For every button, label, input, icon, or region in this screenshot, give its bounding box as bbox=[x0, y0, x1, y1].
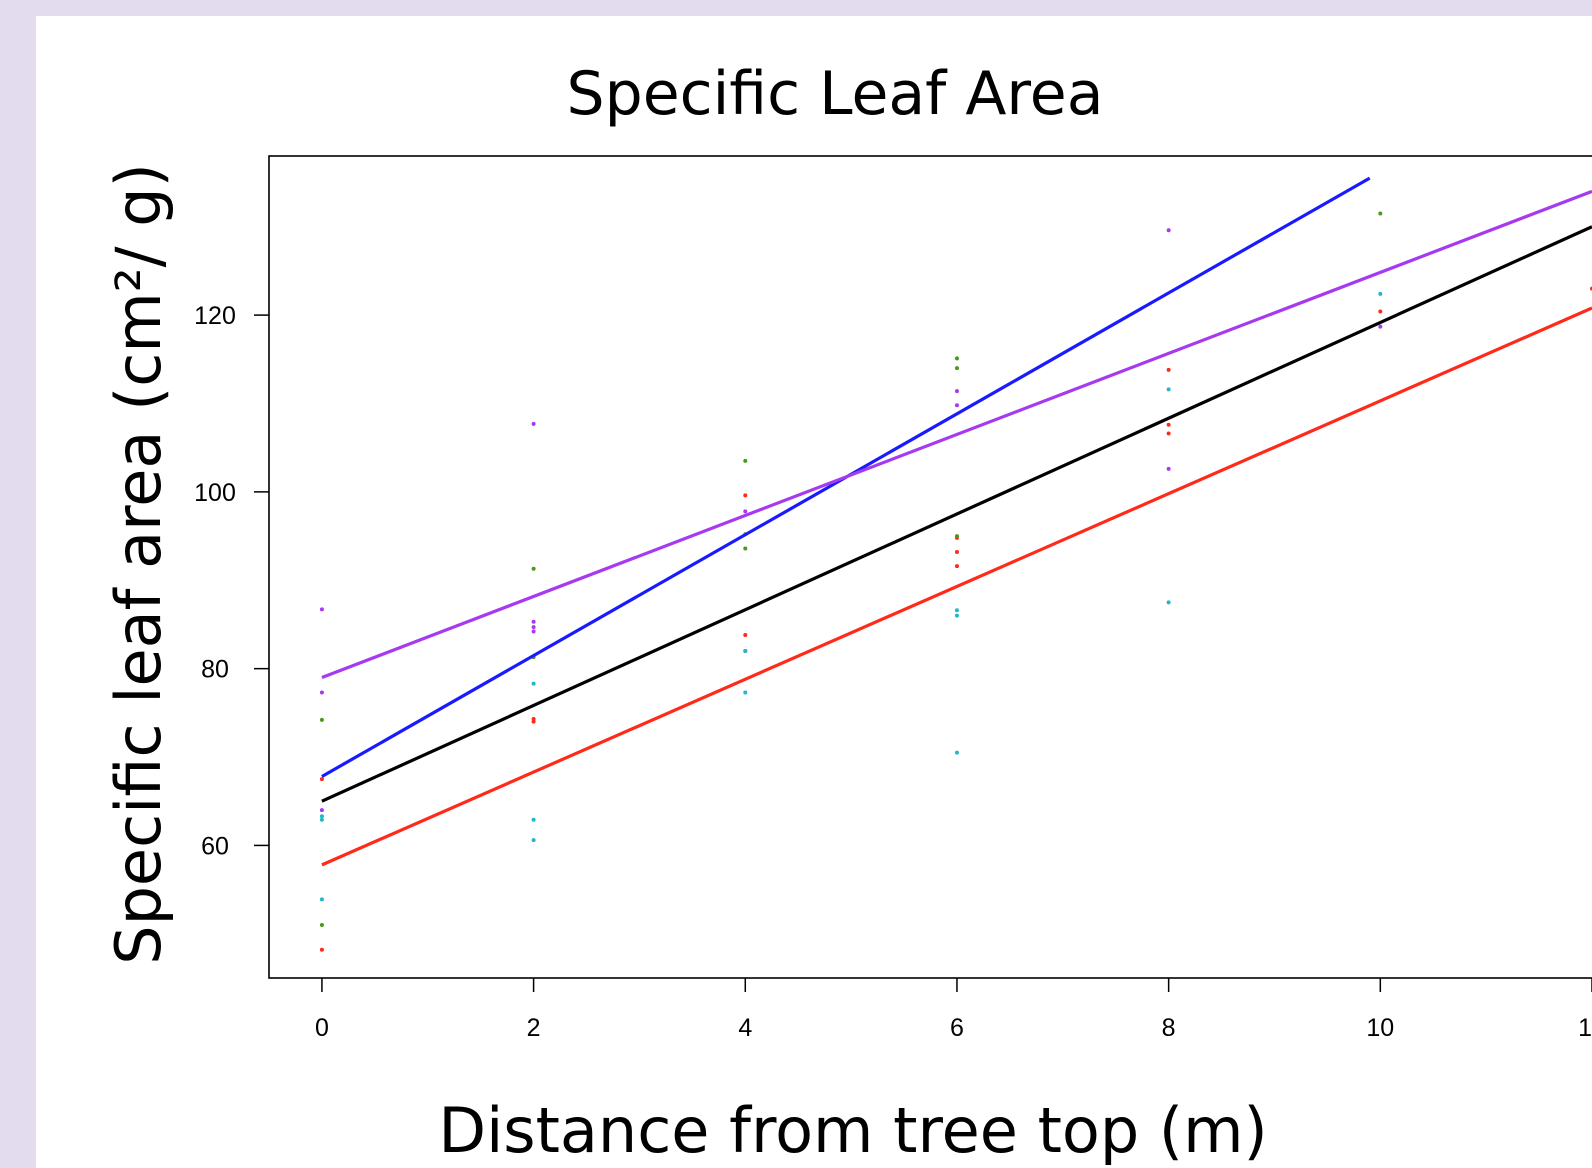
data-point bbox=[531, 629, 536, 634]
data-point bbox=[743, 509, 748, 514]
y-axis-title: Specific leaf area (cm²/ g) bbox=[102, 163, 175, 965]
data-point bbox=[954, 389, 959, 394]
data-point bbox=[319, 947, 324, 952]
data-point bbox=[954, 608, 959, 613]
data-point bbox=[954, 534, 959, 539]
plot-area: 0 2 4 6 8 10 12 60 80 100 120 bbox=[194, 155, 1592, 1042]
data-point bbox=[1378, 309, 1383, 314]
data-point bbox=[1378, 211, 1383, 216]
data-point bbox=[954, 564, 959, 569]
x-tick-label: 8 bbox=[1162, 1014, 1176, 1042]
series-fit-line bbox=[321, 306, 1592, 867]
data-point bbox=[319, 897, 324, 902]
data-point bbox=[531, 421, 536, 426]
x-tick-label: 0 bbox=[315, 1014, 329, 1042]
data-point bbox=[319, 814, 324, 819]
data-point bbox=[954, 549, 959, 554]
slide: Specific Leaf Area Specific leaf area (c… bbox=[36, 16, 1592, 1168]
data-point bbox=[319, 817, 324, 822]
y-tick-label: 120 bbox=[194, 302, 236, 330]
data-point bbox=[743, 648, 748, 653]
data-point bbox=[531, 717, 536, 722]
data-point bbox=[319, 690, 324, 695]
data-point bbox=[743, 546, 748, 551]
data-point bbox=[954, 366, 959, 371]
data-point bbox=[954, 750, 959, 755]
data-point bbox=[531, 566, 536, 571]
data-point bbox=[319, 922, 324, 927]
data-point bbox=[1166, 466, 1171, 471]
series-fit-line bbox=[321, 225, 1592, 803]
data-point bbox=[743, 493, 748, 498]
data-point bbox=[1166, 431, 1171, 436]
data-point bbox=[743, 458, 748, 463]
data-point bbox=[319, 717, 324, 722]
chart-title: Specific Leaf Area bbox=[567, 59, 1104, 129]
data-point bbox=[743, 690, 748, 695]
y-tick-label: 80 bbox=[201, 656, 229, 684]
x-tick-label: 12 bbox=[1578, 1014, 1592, 1042]
data-point bbox=[531, 681, 536, 686]
chart: Specific Leaf Area Specific leaf area (c… bbox=[102, 59, 1592, 1167]
y-tick-label: 100 bbox=[194, 479, 236, 507]
plot-frame bbox=[268, 155, 1592, 979]
data-point bbox=[319, 808, 324, 813]
data-point bbox=[531, 817, 536, 822]
data-point bbox=[531, 838, 536, 843]
data-point bbox=[1166, 600, 1171, 605]
data-point bbox=[954, 403, 959, 408]
data-point bbox=[1166, 228, 1171, 233]
x-tick-label: 10 bbox=[1366, 1014, 1394, 1042]
data-point bbox=[531, 619, 536, 624]
data-point bbox=[954, 613, 959, 618]
data-point bbox=[1166, 422, 1171, 427]
x-axis-title: Distance from tree top (m) bbox=[438, 1094, 1267, 1167]
data-point bbox=[531, 625, 536, 630]
data-point bbox=[1166, 367, 1171, 372]
x-tick-label: 4 bbox=[738, 1014, 752, 1042]
series-fit-line bbox=[321, 189, 1592, 679]
y-tick-label: 60 bbox=[201, 832, 229, 860]
data-point bbox=[954, 356, 959, 361]
data-point bbox=[1378, 291, 1383, 296]
x-tick-label: 2 bbox=[527, 1014, 541, 1042]
data-point bbox=[1166, 387, 1171, 392]
x-tick-label: 6 bbox=[950, 1014, 964, 1042]
data-point bbox=[1378, 324, 1383, 329]
data-point bbox=[319, 607, 324, 612]
data-point bbox=[743, 633, 748, 638]
data-point bbox=[319, 777, 324, 782]
